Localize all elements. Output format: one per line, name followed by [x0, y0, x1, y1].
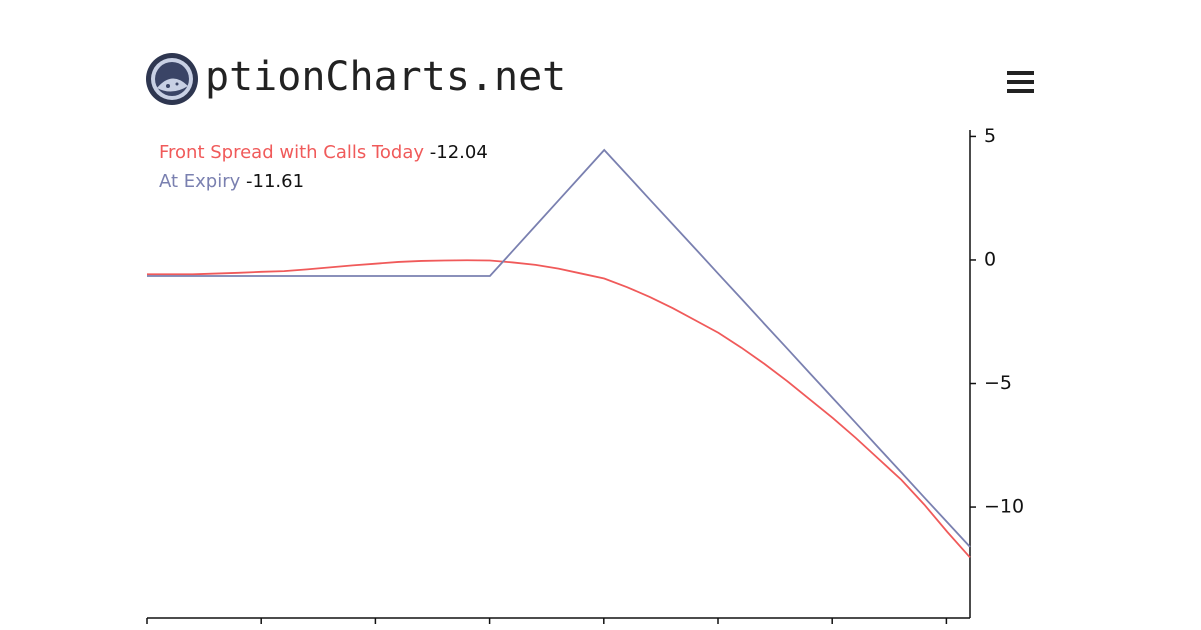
- logo: [146, 53, 198, 105]
- legend-name: At Expiry: [159, 171, 241, 192]
- legend: Front Spread with Calls Today -12.04 At E…: [159, 142, 488, 192]
- legend-entry: At Expiry -11.61: [159, 171, 304, 192]
- legend-value: -11.61: [246, 171, 304, 192]
- legend-entry: Front Spread with Calls Today -12.04: [159, 142, 488, 163]
- brand-name: ptionCharts.net: [205, 54, 566, 100]
- legend-name: Front Spread with Calls Today: [159, 142, 424, 163]
- y-tick-label: −10: [984, 496, 1024, 518]
- y-tick-label: 0: [984, 248, 996, 270]
- y-tick-label: 5: [984, 125, 996, 147]
- legend-value: -12.04: [430, 142, 488, 163]
- series-line: [147, 259, 971, 559]
- y-tick-label: −5: [984, 372, 1012, 394]
- menu-button[interactable]: [1007, 71, 1034, 93]
- series-line: [147, 148, 971, 548]
